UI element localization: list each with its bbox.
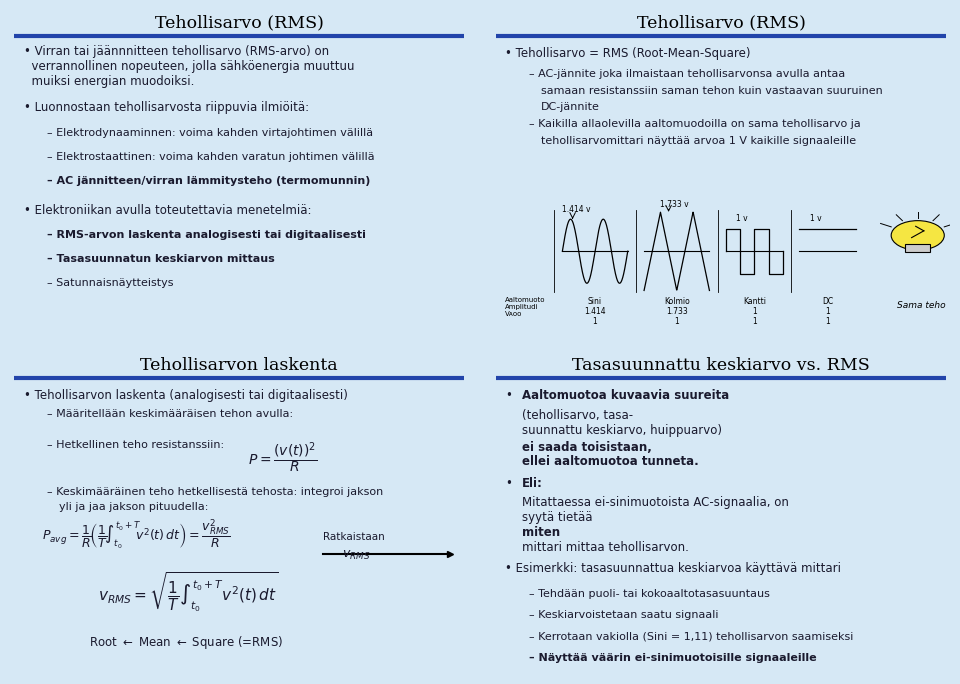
Text: Root $\leftarrow$ Mean $\leftarrow$ Square (=RMS): Root $\leftarrow$ Mean $\leftarrow$ Squa… [89,633,283,650]
Text: – AC-jännite joka ilmaistaan tehollisarvonsa avulla antaa: – AC-jännite joka ilmaistaan tehollisarv… [529,69,845,79]
Text: – Elektrostaattinen: voima kahden varatun johtimen välillä: – Elektrostaattinen: voima kahden varatu… [47,152,374,161]
Text: • Virran tai jäännnitteen tehollisarvo (RMS-arvo) on
  verrannollinen nopeuteen,: • Virran tai jäännnitteen tehollisarvo (… [24,45,354,88]
Text: Mitattaessa ei-sinimuotoista AC-signaalia, on
syytä tietää: Mitattaessa ei-sinimuotoista AC-signaali… [522,497,789,525]
Text: – Kerrotaan vakiolla (Sini = 1,11) tehollisarvon saamiseksi: – Kerrotaan vakiolla (Sini = 1,11) tehol… [529,631,853,642]
Text: Tasasuunnattu keskiarvo vs. RMS: Tasasuunnattu keskiarvo vs. RMS [572,356,870,373]
Text: 1.414 v: 1.414 v [563,205,591,214]
Text: Aaltomuoto
Amplitudi
Vᴀᴏᴏ: Aaltomuoto Amplitudi Vᴀᴏᴏ [505,297,545,317]
Text: DC-jännite: DC-jännite [540,102,599,111]
Text: • Tehollisarvo = RMS (Root-Mean-Square): • Tehollisarvo = RMS (Root-Mean-Square) [506,47,751,60]
Text: samaan resistanssiin saman tehon kuin vastaavan suuruinen: samaan resistanssiin saman tehon kuin va… [540,86,882,96]
FancyBboxPatch shape [905,244,930,252]
Text: Kolmio
1.733
1: Kolmio 1.733 1 [664,297,689,326]
Text: • Luonnostaan tehollisarvosta riippuvia ilmiöitä:: • Luonnostaan tehollisarvosta riippuvia … [24,101,309,114]
Text: $v_{RMS}$: $v_{RMS}$ [342,549,371,562]
Text: – Tasasuunnatun keskiarvon mittaus: – Tasasuunnatun keskiarvon mittaus [47,254,275,264]
Text: 1.733 v: 1.733 v [660,200,689,209]
Text: $P_{avg} = \dfrac{1}{R}\!\left(\dfrac{1}{T}\!\int_{t_0}^{t_0+T}\!\! v^2(t)\,dt\r: $P_{avg} = \dfrac{1}{R}\!\left(\dfrac{1}… [42,517,231,551]
Text: ei saada toisistaan,: ei saada toisistaan, [522,441,652,454]
Text: – Satunnaisnäytteistys: – Satunnaisnäytteistys [47,278,174,288]
Circle shape [891,221,945,250]
Text: – Kaikilla allaolevilla aaltomuodoilla on sama tehollisarvo ja: – Kaikilla allaolevilla aaltomuodoilla o… [529,119,860,129]
Text: (tehollisarvo, tasa-
suunnattu keskiarvo, huippuarvo): (tehollisarvo, tasa- suunnattu keskiarvo… [522,409,722,437]
Text: yli ja jaa jakson pituudella:: yli ja jaa jakson pituudella: [59,502,208,512]
Text: • Elektroniikan avulla toteutettavia menetelmiä:: • Elektroniikan avulla toteutettavia men… [24,204,311,217]
Text: •: • [506,477,513,490]
Text: Sama teho: Sama teho [898,301,947,310]
Text: – Näyttää väärin ei-sinimuotoisille signaaleille: – Näyttää väärin ei-sinimuotoisille sign… [529,653,817,663]
Text: – Keskimääräinen teho hetkellisestä tehosta: integroi jakson: – Keskimääräinen teho hetkellisestä teho… [47,487,383,497]
Text: – Hetkellinen teho resistanssiin:: – Hetkellinen teho resistanssiin: [47,440,224,450]
Text: ellei aaltomuotoa tunneta.: ellei aaltomuotoa tunneta. [522,456,699,469]
Text: – Tehdään puoli- tai kokoaaltotasasuuntaus: – Tehdään puoli- tai kokoaaltotasasuunta… [529,590,770,599]
Text: miten: miten [522,527,560,540]
Text: $P = \dfrac{(v(t))^2}{R}$: $P = \dfrac{(v(t))^2}{R}$ [249,440,318,475]
Text: – Keskiarvoistetaan saatu signaali: – Keskiarvoistetaan saatu signaali [529,611,718,620]
Text: 1 v: 1 v [810,214,822,223]
Text: Aaltomuotoa kuvaavia suureita: Aaltomuotoa kuvaavia suureita [522,389,729,402]
Text: $v_{RMS} = \sqrt{\dfrac{1}{T}\int_{t_0}^{t_0+T} v^2(t)\,dt}$: $v_{RMS} = \sqrt{\dfrac{1}{T}\int_{t_0}^… [99,570,279,614]
Text: Sini
1.414
1: Sini 1.414 1 [585,297,606,326]
Text: Ratkaistaan: Ratkaistaan [324,532,385,542]
Text: mittari mittaa tehollisarvon.: mittari mittaa tehollisarvon. [522,541,688,554]
Text: Kantti
1
1: Kantti 1 1 [743,297,766,326]
Text: • Tehollisarvon laskenta (analogisesti tai digitaalisesti): • Tehollisarvon laskenta (analogisesti t… [24,389,348,402]
Text: – AC jännitteen/virran lämmitysteho (termomunnin): – AC jännitteen/virran lämmitysteho (ter… [47,176,371,185]
Text: tehollisarvomittari näyttää arvoa 1 V kaikille signaaleille: tehollisarvomittari näyttää arvoa 1 V ka… [540,135,855,146]
Text: – Elektrodynaaminnen: voima kahden virtajohtimen välillä: – Elektrodynaaminnen: voima kahden virta… [47,128,373,137]
Text: • Esimerkki: tasasuunnattua keskiarvoa käyttävä mittari: • Esimerkki: tasasuunnattua keskiarvoa k… [506,562,842,575]
Text: – Määritellään keskimääräisen tehon avulla:: – Määritellään keskimääräisen tehon avul… [47,408,293,419]
Text: •: • [506,389,513,402]
Text: Tehollisarvon laskenta: Tehollisarvon laskenta [140,356,338,373]
Text: Tehollisarvo (RMS): Tehollisarvo (RMS) [155,14,324,31]
Text: Tehollisarvo (RMS): Tehollisarvo (RMS) [636,14,805,31]
Text: DC
1
1: DC 1 1 [823,297,833,326]
Text: – RMS-arvon laskenta analogisesti tai digitaalisesti: – RMS-arvon laskenta analogisesti tai di… [47,230,366,240]
Text: Eli:: Eli: [522,477,542,490]
Text: 1 v: 1 v [736,214,748,223]
